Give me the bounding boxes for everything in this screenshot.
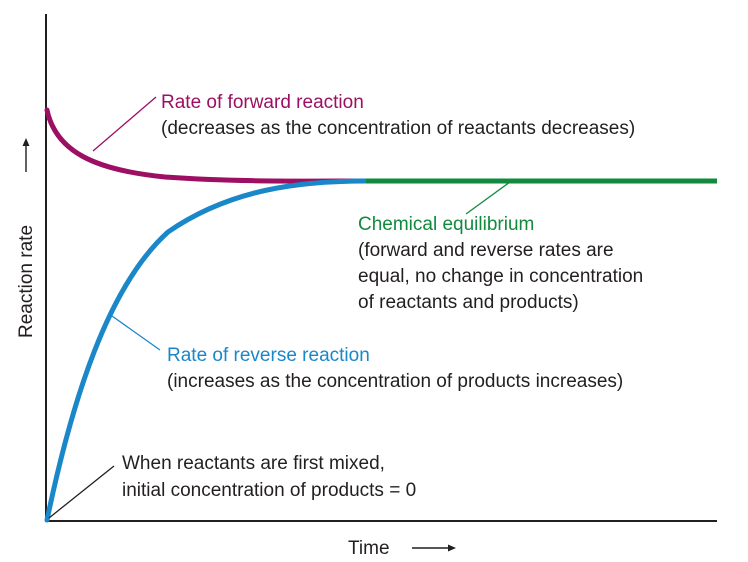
start-leader-line [48,465,115,519]
reverse-title: Rate of reverse reaction [167,345,370,366]
start-line-2: initial concentration of products = 0 [122,480,416,501]
start-line-1: When reactants are first mixed, [122,453,385,474]
x-axis-label: Time [348,538,390,559]
x-axis-arrow-icon [412,544,456,552]
y-axis-label: Reaction rate [16,225,37,338]
equilibrium-line-1: (forward and reverse rates are [358,240,614,261]
forward-rate-curve [44,107,369,184]
reverse-leader-line [111,315,161,351]
equilibrium-line-2: equal, no change in concentration [358,266,643,287]
forward-leader-line [92,96,157,152]
equilibrium-leader-line [465,181,511,215]
equilibrium-title: Chemical equilibrium [358,214,534,235]
forward-detail: (decreases as the concentration of react… [161,118,635,139]
reverse-detail: (increases as the concentration of produ… [167,371,623,392]
equilibrium-line-3: of reactants and products) [358,292,579,313]
reverse-rate-curve [44,178,369,523]
y-axis-arrow-icon [22,138,30,172]
forward-title: Rate of forward reaction [161,92,364,113]
